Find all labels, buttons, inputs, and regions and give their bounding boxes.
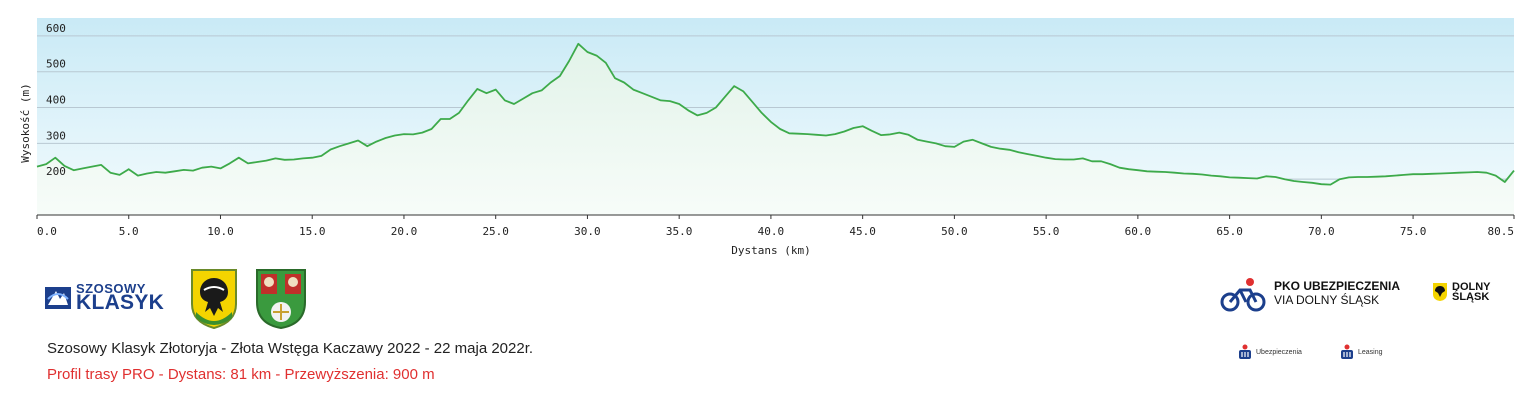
slask-text: ŚLĄSK <box>1452 291 1490 304</box>
x-tick-label: 30.0 <box>574 225 601 238</box>
szosowy-klasyk-logo: SZOSOWY KLASYK <box>44 280 169 315</box>
x-tick-label: 75.0 <box>1400 225 1427 238</box>
x-tick-label: 0.0 <box>37 225 57 238</box>
x-tick-label: 60.0 <box>1125 225 1152 238</box>
x-axis-ticks: 0.0 5.0 10.0 15.0 20.0 25.0 30.0 35.0 40.0 45.0 50… <box>36 215 1515 238</box>
y-tick-label: 400 <box>46 94 66 107</box>
x-tick-label: 35.0 <box>666 225 693 238</box>
pko-via-dolny-slask-logo: PKO UBEZPIECZENIA VIA DOLNY ŚLĄSK <box>1220 276 1400 312</box>
dolny-text: DOLNY <box>1452 281 1491 293</box>
y-tick-label: 600 <box>46 22 66 35</box>
x-tick-label: 40.0 <box>758 225 785 238</box>
lower-silesia-crest-icon <box>191 269 237 330</box>
dolny-slask-logo: DOLNY ŚLĄSK <box>1432 281 1491 304</box>
x-tick-label: 25.0 <box>482 225 509 238</box>
x-tick-label: 5.0 <box>119 225 139 238</box>
pko-ubezpieczenia-text: PKO UBEZPIECZENIA <box>1274 279 1401 294</box>
chart-caption-title: Szosowy Klasyk Złotoryja - Złota Wstęga … <box>47 340 534 357</box>
klasyk-text: KLASYK <box>76 291 165 315</box>
pko-pig-icon <box>1239 344 1251 359</box>
dolny-slask-eagle-icon <box>1433 283 1447 302</box>
y-axis-title: Wysokość (m) <box>19 83 32 162</box>
elevation-area <box>37 43 1514 215</box>
x-tick-label: 50.0 <box>941 225 968 238</box>
x-tick-label: 45.0 <box>849 225 876 238</box>
zlotoryja-crest-icon <box>256 269 306 330</box>
y-tick-label: 200 <box>46 165 66 178</box>
via-dolny-slask-text: VIA DOLNY ŚLĄSK <box>1274 293 1380 307</box>
y-tick-label: 500 <box>46 58 66 71</box>
elevation-line <box>36 42 1515 186</box>
y-axis-ticks: 200 300 400 500 600 <box>46 22 66 178</box>
pko-ubezpieczenia-sponsor: Ubezpieczenia <box>1238 344 1302 360</box>
x-axis-title: Dystans (km) <box>731 244 810 257</box>
x-tick-label: 70.0 <box>1308 225 1335 238</box>
pko-pig-icon <box>1341 344 1353 359</box>
y-tick-label: 300 <box>46 129 66 142</box>
ubezpieczenia-text: Ubezpieczenia <box>1256 348 1302 356</box>
x-tick-label: 15.0 <box>299 225 326 238</box>
chart-caption-subtitle: Profil trasy PRO - Dystans: 81 km - Prze… <box>47 366 435 383</box>
x-tick-label: 20.0 <box>391 225 418 238</box>
szosowy-text: SZOSOWY <box>76 280 146 296</box>
cyclist-icon <box>1220 278 1266 312</box>
x-tick-label: 80.5 <box>1488 225 1515 238</box>
elevation-chart: 200 300 400 500 600 0.0 5.0 10.0 15.0 20.0 25.0 30… <box>19 18 1515 257</box>
x-tick-label: 10.0 <box>207 225 234 238</box>
x-tick-label: 65.0 <box>1216 225 1243 238</box>
x-tick-label: 55.0 <box>1033 225 1060 238</box>
pko-leasing-sponsor: Leasing <box>1340 344 1383 360</box>
leasing-text: Leasing <box>1358 348 1383 356</box>
szosowy-klasyk-emblem-icon <box>45 287 71 309</box>
